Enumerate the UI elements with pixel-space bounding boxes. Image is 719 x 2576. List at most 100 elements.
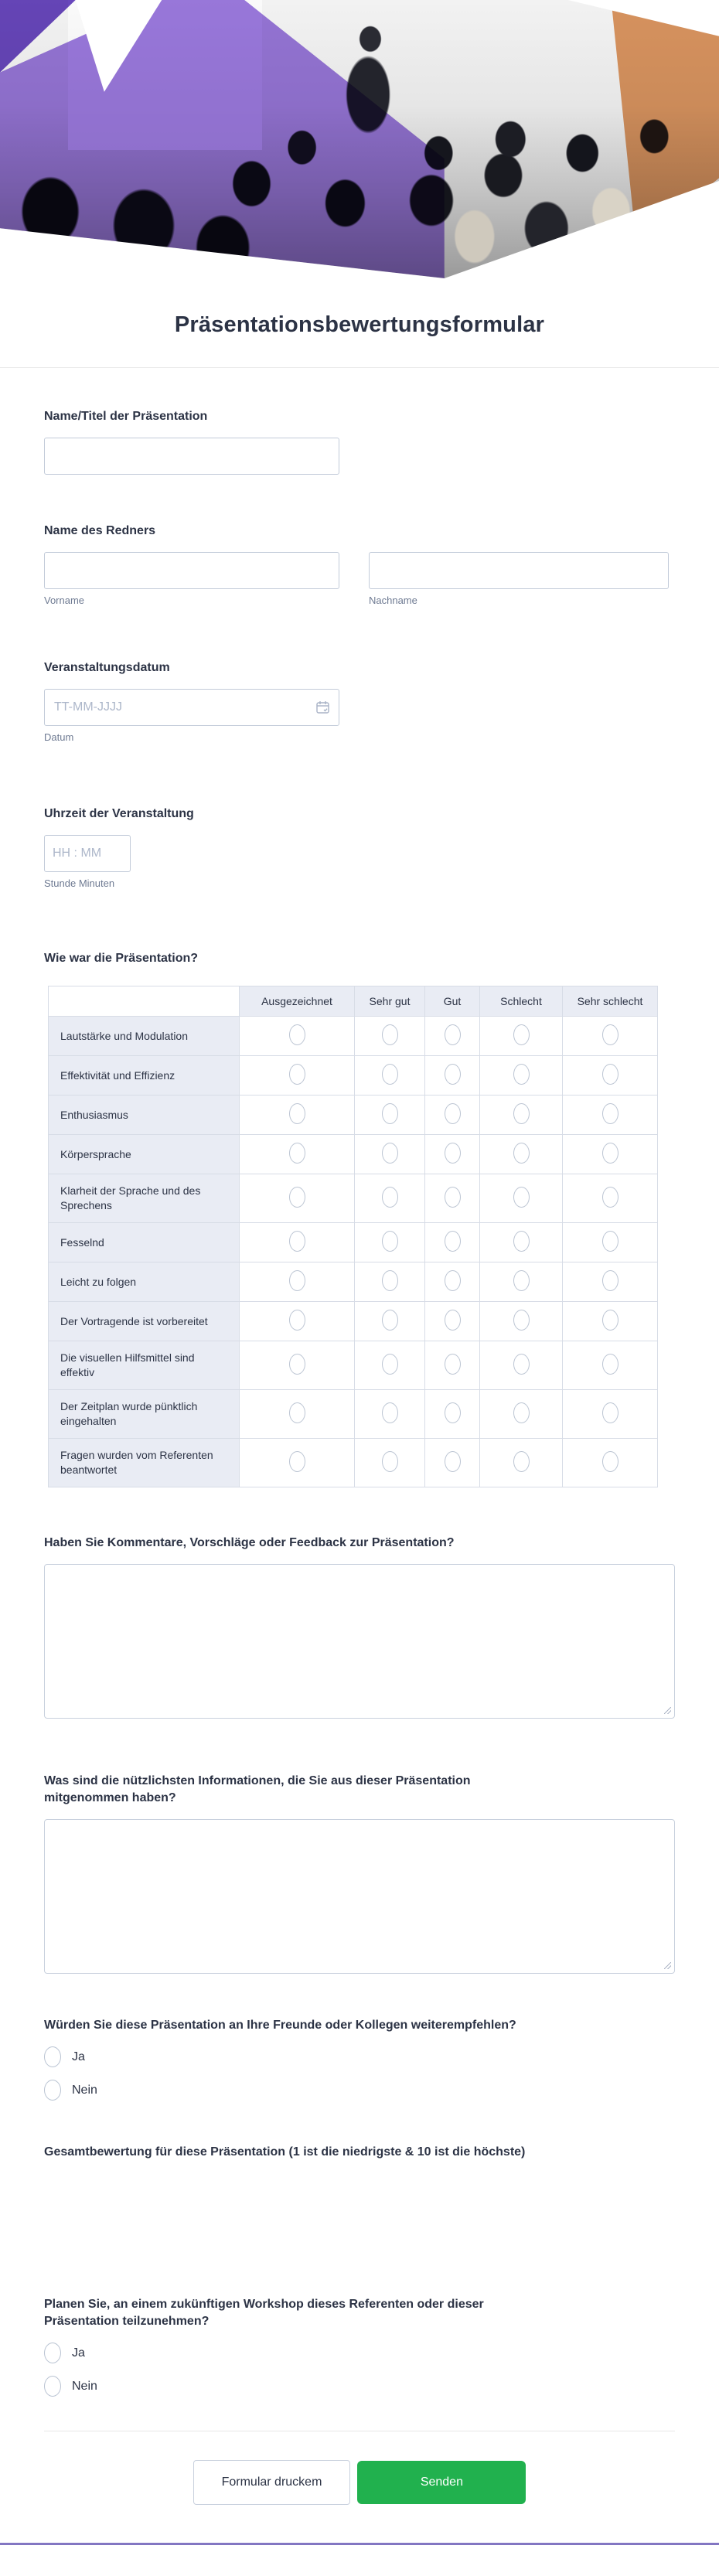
page-title: Präsentationsbewertungsformular <box>174 312 545 337</box>
matrix-radio-button[interactable] <box>288 1270 305 1291</box>
overall-rating-label: Gesamtbewertung für diese Präsentation (… <box>44 2145 526 2159</box>
matrix-radio-button[interactable] <box>601 1024 618 1045</box>
radio-circle[interactable] <box>44 2343 61 2363</box>
matrix-radio-button[interactable] <box>513 1270 530 1291</box>
matrix-radio-button[interactable] <box>381 1024 398 1045</box>
matrix-label: Wie war die Präsentation? <box>44 952 199 965</box>
matrix-radio-button[interactable] <box>601 1187 618 1208</box>
matrix-row: Klarheit der Sprache und des Sprechens <box>48 1174 658 1223</box>
matrix-radio-button[interactable] <box>381 1187 398 1208</box>
radio-circle[interactable] <box>44 2376 61 2397</box>
matrix-radio-button[interactable] <box>381 1064 398 1085</box>
event-time-input[interactable] <box>44 835 131 872</box>
matrix-radio-button[interactable] <box>444 1103 461 1124</box>
matrix-radio-button[interactable] <box>601 1354 618 1375</box>
matrix-radio-button[interactable] <box>444 1231 461 1252</box>
matrix-corner-cell <box>48 986 240 1017</box>
radio-circle[interactable] <box>44 2080 61 2101</box>
matrix-radio-button[interactable] <box>288 1451 305 1472</box>
matrix-radio-button[interactable] <box>288 1187 305 1208</box>
radio-circle[interactable] <box>44 2046 61 2067</box>
matrix-radio-button[interactable] <box>444 1310 461 1331</box>
radio-option-ja[interactable]: Ja <box>44 2046 675 2067</box>
matrix-radio-button[interactable] <box>288 1024 305 1045</box>
question-useful-info: Was sind die nützlichsten Informationen,… <box>44 1773 675 1974</box>
event-date-input[interactable] <box>44 689 339 726</box>
matrix-row-label: Leicht zu folgen <box>48 1262 240 1302</box>
matrix-row-label: Fragen wurden vom Referenten beantwortet <box>48 1438 240 1487</box>
matrix-radio-button[interactable] <box>381 1231 398 1252</box>
matrix-radio-button[interactable] <box>513 1451 530 1472</box>
matrix-row-label: Der Vortragende ist vorbereitet <box>48 1301 240 1341</box>
matrix-radio-button[interactable] <box>381 1451 398 1472</box>
matrix-radio-button[interactable] <box>288 1064 305 1085</box>
matrix-radio-button[interactable] <box>601 1064 618 1085</box>
matrix-radio-button[interactable] <box>288 1402 305 1423</box>
submit-button[interactable]: Senden <box>357 2461 526 2504</box>
matrix-radio-button[interactable] <box>601 1231 618 1252</box>
matrix-radio-button[interactable] <box>601 1103 618 1124</box>
first-name-input[interactable] <box>44 552 339 589</box>
matrix-row-label: Körpersprache <box>48 1134 240 1174</box>
matrix-radio-button[interactable] <box>513 1402 530 1423</box>
matrix-radio-button[interactable] <box>288 1143 305 1164</box>
radio-option-nein[interactable]: Nein <box>44 2376 675 2397</box>
form-body: Name/Titel der Präsentation Name des Red… <box>0 408 719 2543</box>
matrix-row: Körpersprache <box>48 1134 658 1174</box>
matrix-column-header: Sehr gut <box>354 986 425 1017</box>
matrix-radio-button[interactable] <box>601 1451 618 1472</box>
matrix-radio-button[interactable] <box>601 1143 618 1164</box>
matrix-row: Leicht zu folgen <box>48 1262 658 1302</box>
matrix-radio-button[interactable] <box>513 1354 530 1375</box>
radio-option-nein[interactable]: Nein <box>44 2080 675 2101</box>
hero-header <box>0 0 719 278</box>
question-matrix: Wie war die Präsentation? Ausgezeichnet S… <box>44 950 675 1487</box>
event-date-sublabel: Datum <box>44 731 74 743</box>
question-event-time: Uhrzeit der Veranstaltung Stunde Minuten <box>44 806 675 891</box>
matrix-radio-button[interactable] <box>444 1187 461 1208</box>
matrix-radio-button[interactable] <box>381 1310 398 1331</box>
recommend-label: Würden Sie diese Präsentation an Ihre Fr… <box>44 2019 516 2032</box>
matrix-radio-button[interactable] <box>288 1310 305 1331</box>
matrix-radio-button[interactable] <box>601 1402 618 1423</box>
matrix-radio-button[interactable] <box>444 1064 461 1085</box>
matrix-radio-button[interactable] <box>381 1354 398 1375</box>
matrix-row: Enthusiasmus <box>48 1095 658 1135</box>
print-form-button[interactable]: Formular druckem <box>193 2460 351 2505</box>
matrix-radio-button[interactable] <box>381 1270 398 1291</box>
question-future-workshop: Planen Sie, an einem zukünftigen Worksho… <box>44 2296 675 2397</box>
matrix-radio-button[interactable] <box>444 1451 461 1472</box>
matrix-radio-button[interactable] <box>444 1270 461 1291</box>
matrix-radio-button[interactable] <box>288 1354 305 1375</box>
radio-option-ja[interactable]: Ja <box>44 2343 675 2363</box>
speaker-name-label: Name des Redners <box>44 524 156 537</box>
presentation-name-input[interactable] <box>44 438 339 475</box>
matrix-radio-button[interactable] <box>381 1402 398 1423</box>
matrix-radio-button[interactable] <box>444 1143 461 1164</box>
calendar-icon[interactable] <box>315 700 330 715</box>
matrix-radio-button[interactable] <box>444 1354 461 1375</box>
useful-info-textarea[interactable] <box>44 1819 675 1974</box>
matrix-radio-button[interactable] <box>381 1143 398 1164</box>
event-time-label: Uhrzeit der Veranstaltung <box>44 807 194 820</box>
matrix-header-row: Ausgezeichnet Sehr gut Gut Schlecht Sehr sch… <box>48 986 658 1017</box>
comments-textarea[interactable] <box>44 1564 675 1719</box>
matrix-radio-button[interactable] <box>513 1310 530 1331</box>
matrix-radio-button[interactable] <box>513 1187 530 1208</box>
matrix-radio-button[interactable] <box>444 1024 461 1045</box>
matrix-radio-button[interactable] <box>288 1103 305 1124</box>
matrix-radio-button[interactable] <box>513 1064 530 1085</box>
last-name-input[interactable] <box>369 552 669 589</box>
matrix-radio-button[interactable] <box>513 1231 530 1252</box>
matrix-radio-button[interactable] <box>288 1231 305 1252</box>
matrix-radio-button[interactable] <box>601 1310 618 1331</box>
matrix-radio-button[interactable] <box>513 1024 530 1045</box>
radio-label: Ja <box>72 2050 85 2063</box>
matrix-radio-button[interactable] <box>513 1143 530 1164</box>
matrix-row: Effektivität und Effizienz <box>48 1055 658 1095</box>
matrix-radio-button[interactable] <box>513 1103 530 1124</box>
matrix-radio-button[interactable] <box>601 1270 618 1291</box>
comments-label: Haben Sie Kommentare, Vorschläge oder Fe… <box>44 1536 455 1549</box>
matrix-radio-button[interactable] <box>444 1402 461 1423</box>
matrix-radio-button[interactable] <box>381 1103 398 1124</box>
